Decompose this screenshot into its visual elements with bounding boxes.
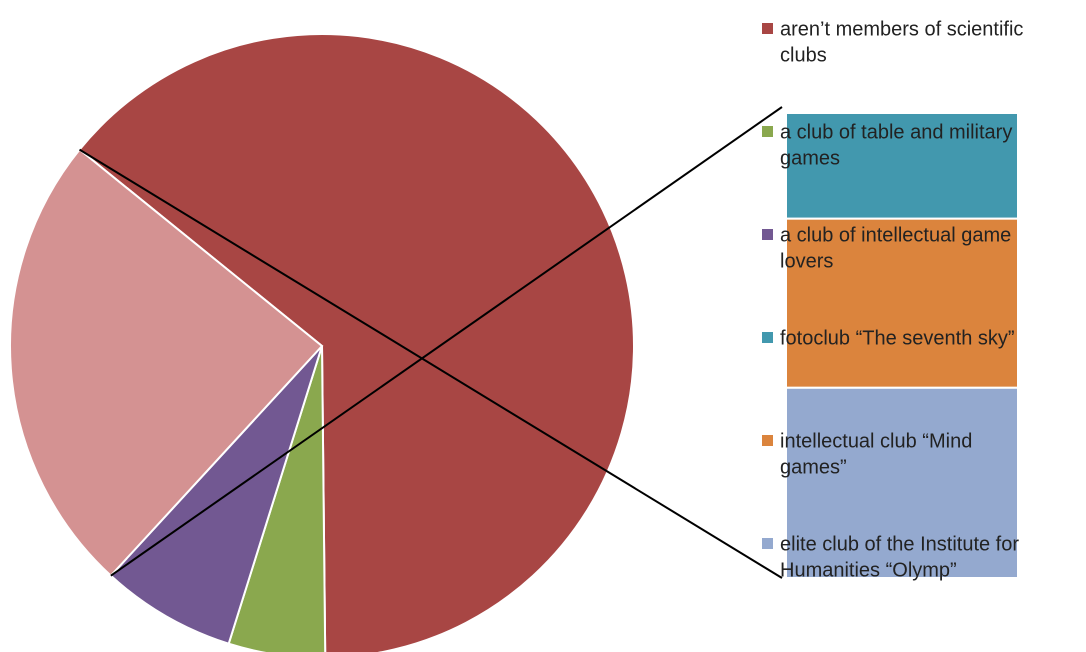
legend-label-1-line-2: clubs [780, 44, 827, 66]
legend-label-4-line-1: fotoclub “The seventh sky” [780, 327, 1015, 349]
legend-marker-3 [762, 229, 773, 240]
legend-label-5-line-1: intellectual club “Mind [780, 430, 972, 452]
bar-segment-3 [785, 386, 1019, 580]
connector-lines [79, 106, 783, 579]
legend-marker-2 [762, 126, 773, 137]
pie-group [9, 33, 635, 652]
bar-segment-2 [785, 217, 1019, 389]
stacked-bar-group [785, 112, 1019, 580]
connector-line-bottom [79, 148, 783, 579]
legend-label-5-line-2: games” [780, 456, 847, 478]
pie-slice-4 [9, 148, 324, 578]
connector-line-top [110, 106, 783, 577]
legend-label-2-line-1: a club of table and military [780, 121, 1012, 143]
legend-marker-6 [762, 538, 773, 549]
legend-label-3-line-1: a club of intellectual game [780, 224, 1011, 246]
pie-slice-1 [78, 33, 635, 652]
pie-slice-3 [109, 345, 323, 645]
legend-label-2-line-2: games [780, 147, 840, 169]
legend-label-3-line-2: lovers [780, 250, 833, 272]
legend: aren’t members of scientific clubs a club … [762, 18, 1023, 581]
legend-label-6-line-1: elite club of the Institute for [780, 533, 1019, 555]
legend-marker-1 [762, 23, 773, 34]
legend-label-1-line-1: aren’t members of scientific [780, 18, 1023, 40]
legend-marker-5 [762, 435, 773, 446]
legend-label-6-line-2: Humanities “Olymp” [780, 559, 957, 581]
legend-marker-4 [762, 332, 773, 343]
bar-segment-1 [785, 112, 1019, 220]
